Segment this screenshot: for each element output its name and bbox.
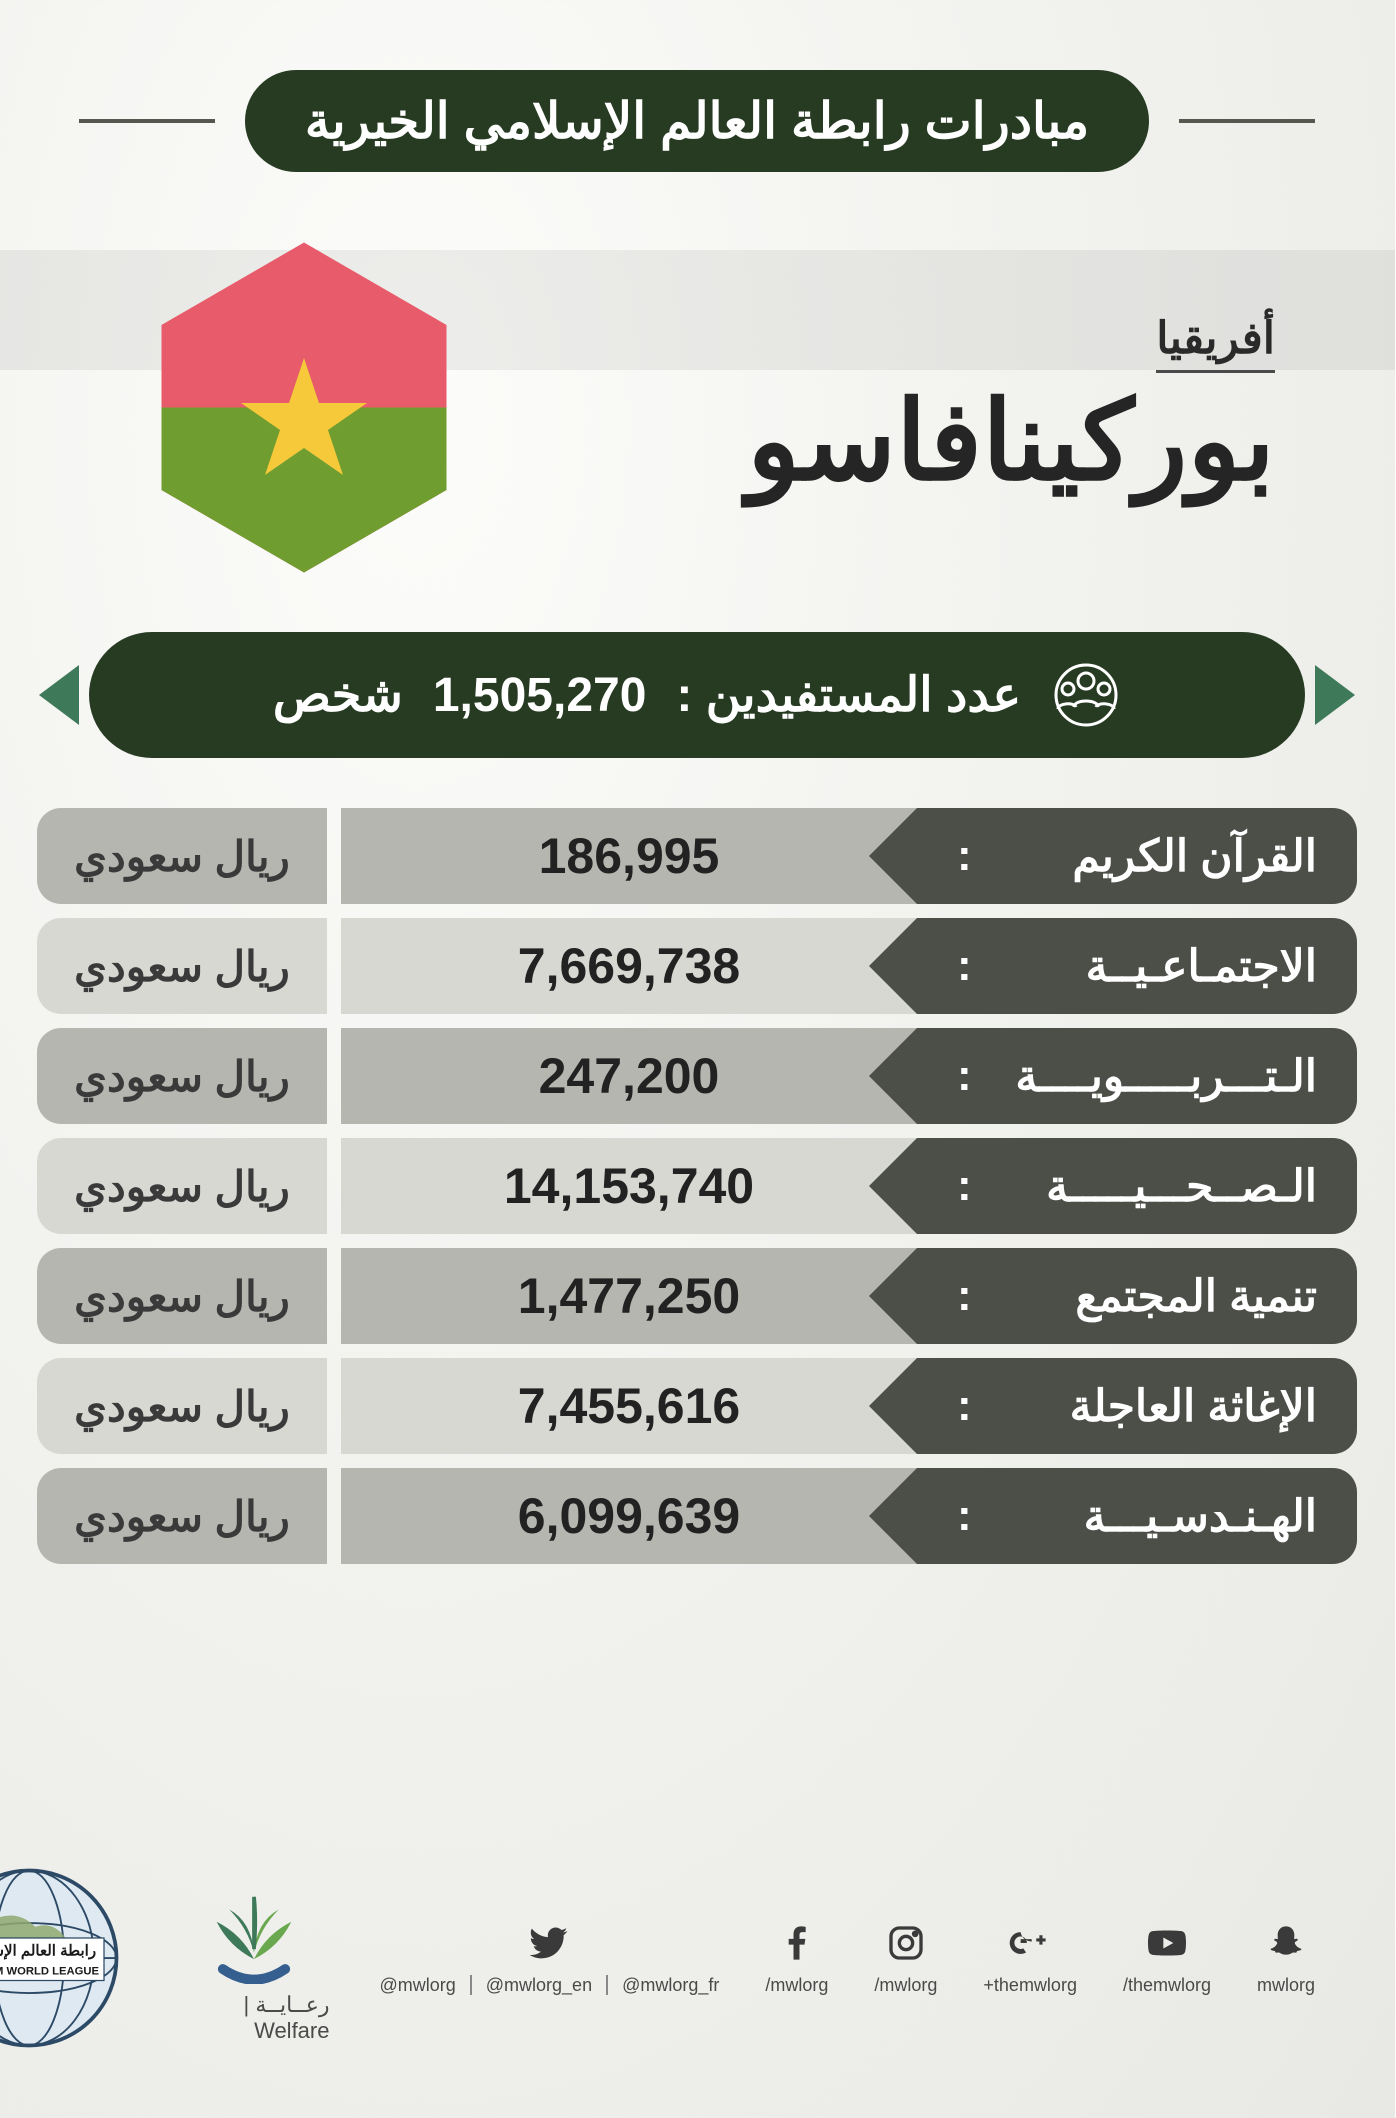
social-handle: /mwlorg xyxy=(766,1975,829,1996)
row-label: الـصــحـــيـــــة: xyxy=(918,1138,1358,1234)
country-flag-hexagon xyxy=(140,227,470,587)
org-name-en: MUSLIM WORLD LEAGUE xyxy=(0,1965,101,1977)
row-value: 247,200 xyxy=(342,1028,918,1124)
row-value: 7,455,616 xyxy=(342,1358,918,1454)
welfare-label: رعــايــة | Welfare xyxy=(180,1992,330,2044)
row-label: القرآن الكريم: xyxy=(918,808,1358,904)
social-handle: @mwlorg_fr xyxy=(623,1975,720,1996)
social-twitter[interactable]: @mwlorg @mwlorg_en @mwlorg_fr xyxy=(380,1921,720,1996)
row-label: الاجتمـاعـيــة: xyxy=(918,918,1358,1014)
continent-label: أفريقيا xyxy=(1157,313,1276,373)
social-handle: +themwlorg xyxy=(984,1975,1078,1996)
social-instagram[interactable]: /mwlorg xyxy=(875,1921,938,1996)
title-bar: مبادرات رابطة العالم الإسلامي الخيرية xyxy=(80,70,1316,172)
country-block: أفريقيا بوركينافاسو xyxy=(0,232,1396,582)
row-colon: : xyxy=(958,1271,973,1321)
row-unit: ريال سعودي xyxy=(38,1248,328,1344)
instagram-icon xyxy=(887,1921,927,1965)
title-line-right xyxy=(80,119,216,123)
row-colon: : xyxy=(958,831,973,881)
row-label-text: الاجتمـاعـيــة xyxy=(1087,941,1318,992)
row-value: 7,669,738 xyxy=(342,918,918,1014)
table-row: الاجتمـاعـيــة:7,669,738ريال سعودي xyxy=(38,918,1358,1014)
row-label-text: الـصــحـــيـــــة xyxy=(1047,1161,1318,1212)
social-handle: /mwlorg xyxy=(875,1975,938,1996)
snapchat-icon xyxy=(1267,1921,1307,1965)
social-handle: @mwlorg xyxy=(380,1975,456,1996)
social-facebook[interactable]: /mwlorg xyxy=(766,1921,829,1996)
facebook-icon xyxy=(778,1921,818,1965)
row-value: 14,153,740 xyxy=(342,1138,918,1234)
row-label: تنمية المجتمع: xyxy=(918,1248,1358,1344)
table-row: الـتـــربـــــويــــة:247,200ريال سعودي xyxy=(38,1028,1358,1124)
org-name-ar: رابطة العالم الإسلامي xyxy=(0,1943,98,1961)
social-handle: @mwlorg_en xyxy=(487,1975,593,1996)
row-unit: ريال سعودي xyxy=(38,808,328,904)
row-colon: : xyxy=(958,1161,973,1211)
people-icon xyxy=(1052,660,1122,730)
row-value: 186,995 xyxy=(342,808,918,904)
social-googleplus[interactable]: +themwlorg xyxy=(984,1921,1078,1996)
row-label-text: تنمية المجتمع xyxy=(1076,1271,1318,1322)
beneficiaries-value: 1,505,270 xyxy=(434,668,648,723)
row-label-text: الهـنـدسـيـــة xyxy=(1085,1491,1318,1542)
row-colon: : xyxy=(958,941,973,991)
arrow-left-icon xyxy=(40,665,80,725)
row-value: 6,099,639 xyxy=(342,1468,918,1564)
data-rows: القرآن الكريم:186,995ريال سعوديالاجتمـاع… xyxy=(38,808,1358,1564)
twitter-icon xyxy=(530,1921,570,1965)
social-handle: /themwlorg xyxy=(1124,1975,1212,1996)
row-colon: : xyxy=(958,1051,973,1101)
googleplus-icon xyxy=(1006,1921,1056,1965)
title-line-left xyxy=(1180,119,1316,123)
row-label-text: القرآن الكريم xyxy=(1073,831,1318,882)
country-text: أفريقيا بوركينافاسو xyxy=(470,313,1276,502)
youtube-icon xyxy=(1146,1921,1190,1965)
table-row: الهـنـدسـيـــة:6,099,639ريال سعودي xyxy=(38,1468,1358,1564)
row-label-text: الـتـــربـــــويــــة xyxy=(1016,1051,1318,1102)
row-label: الإغاثة العاجلة: xyxy=(918,1358,1358,1454)
page-title: مبادرات رابطة العالم الإسلامي الخيرية xyxy=(246,70,1150,172)
hexagon-flag-icon xyxy=(155,235,455,580)
beneficiaries-bar: عدد المستفيدين : 1,505,270 شخص xyxy=(40,632,1356,758)
country-name: بوركينافاسو xyxy=(470,381,1276,502)
row-unit: ريال سعودي xyxy=(38,918,328,1014)
row-unit: ريال سعودي xyxy=(38,1028,328,1124)
row-value: 1,477,250 xyxy=(342,1248,918,1344)
row-unit: ريال سعودي xyxy=(38,1468,328,1564)
arrow-right-icon xyxy=(1316,665,1356,725)
welfare-logo: رعــايــة | Welfare xyxy=(180,1872,330,2044)
row-label-text: الإغاثة العاجلة xyxy=(1071,1381,1318,1432)
beneficiaries-unit: شخص xyxy=(274,667,404,723)
table-row: الإغاثة العاجلة:7,455,616ريال سعودي xyxy=(38,1358,1358,1454)
separator xyxy=(607,1975,609,1995)
beneficiaries-pill: عدد المستفيدين : 1,505,270 شخص xyxy=(90,632,1306,758)
separator xyxy=(471,1975,473,1995)
row-colon: : xyxy=(958,1381,973,1431)
social-youtube[interactable]: /themwlorg xyxy=(1124,1921,1212,1996)
table-row: تنمية المجتمع:1,477,250ريال سعودي xyxy=(38,1248,1358,1344)
row-unit: ريال سعودي xyxy=(38,1358,328,1454)
social-links: @mwlorg @mwlorg_en @mwlorg_fr/mwlorg/mwlor… xyxy=(380,1921,1316,1996)
social-handle: mwlorg xyxy=(1258,1975,1316,1996)
social-snapchat[interactable]: mwlorg xyxy=(1258,1921,1316,1996)
row-label: الهـنـدسـيـــة: xyxy=(918,1468,1358,1564)
table-row: الـصــحـــيـــــة:14,153,740ريال سعودي xyxy=(38,1138,1358,1234)
footer: @mwlorg @mwlorg_en @mwlorg_fr/mwlorg/mwlor… xyxy=(0,1858,1396,2058)
row-label: الـتـــربـــــويــــة: xyxy=(918,1028,1358,1124)
mwl-logo: رابطة العالم الإسلامي MUSLIM WORLD LEAGU… xyxy=(0,1858,130,2058)
row-colon: : xyxy=(958,1491,973,1541)
row-unit: ريال سعودي xyxy=(38,1138,328,1234)
beneficiaries-label: عدد المستفيدين : xyxy=(677,667,1022,723)
globe-icon: رابطة العالم الإسلامي MUSLIM WORLD LEAGU… xyxy=(0,1858,130,2058)
table-row: القرآن الكريم:186,995ريال سعودي xyxy=(38,808,1358,904)
welfare-icon xyxy=(180,1872,330,1984)
